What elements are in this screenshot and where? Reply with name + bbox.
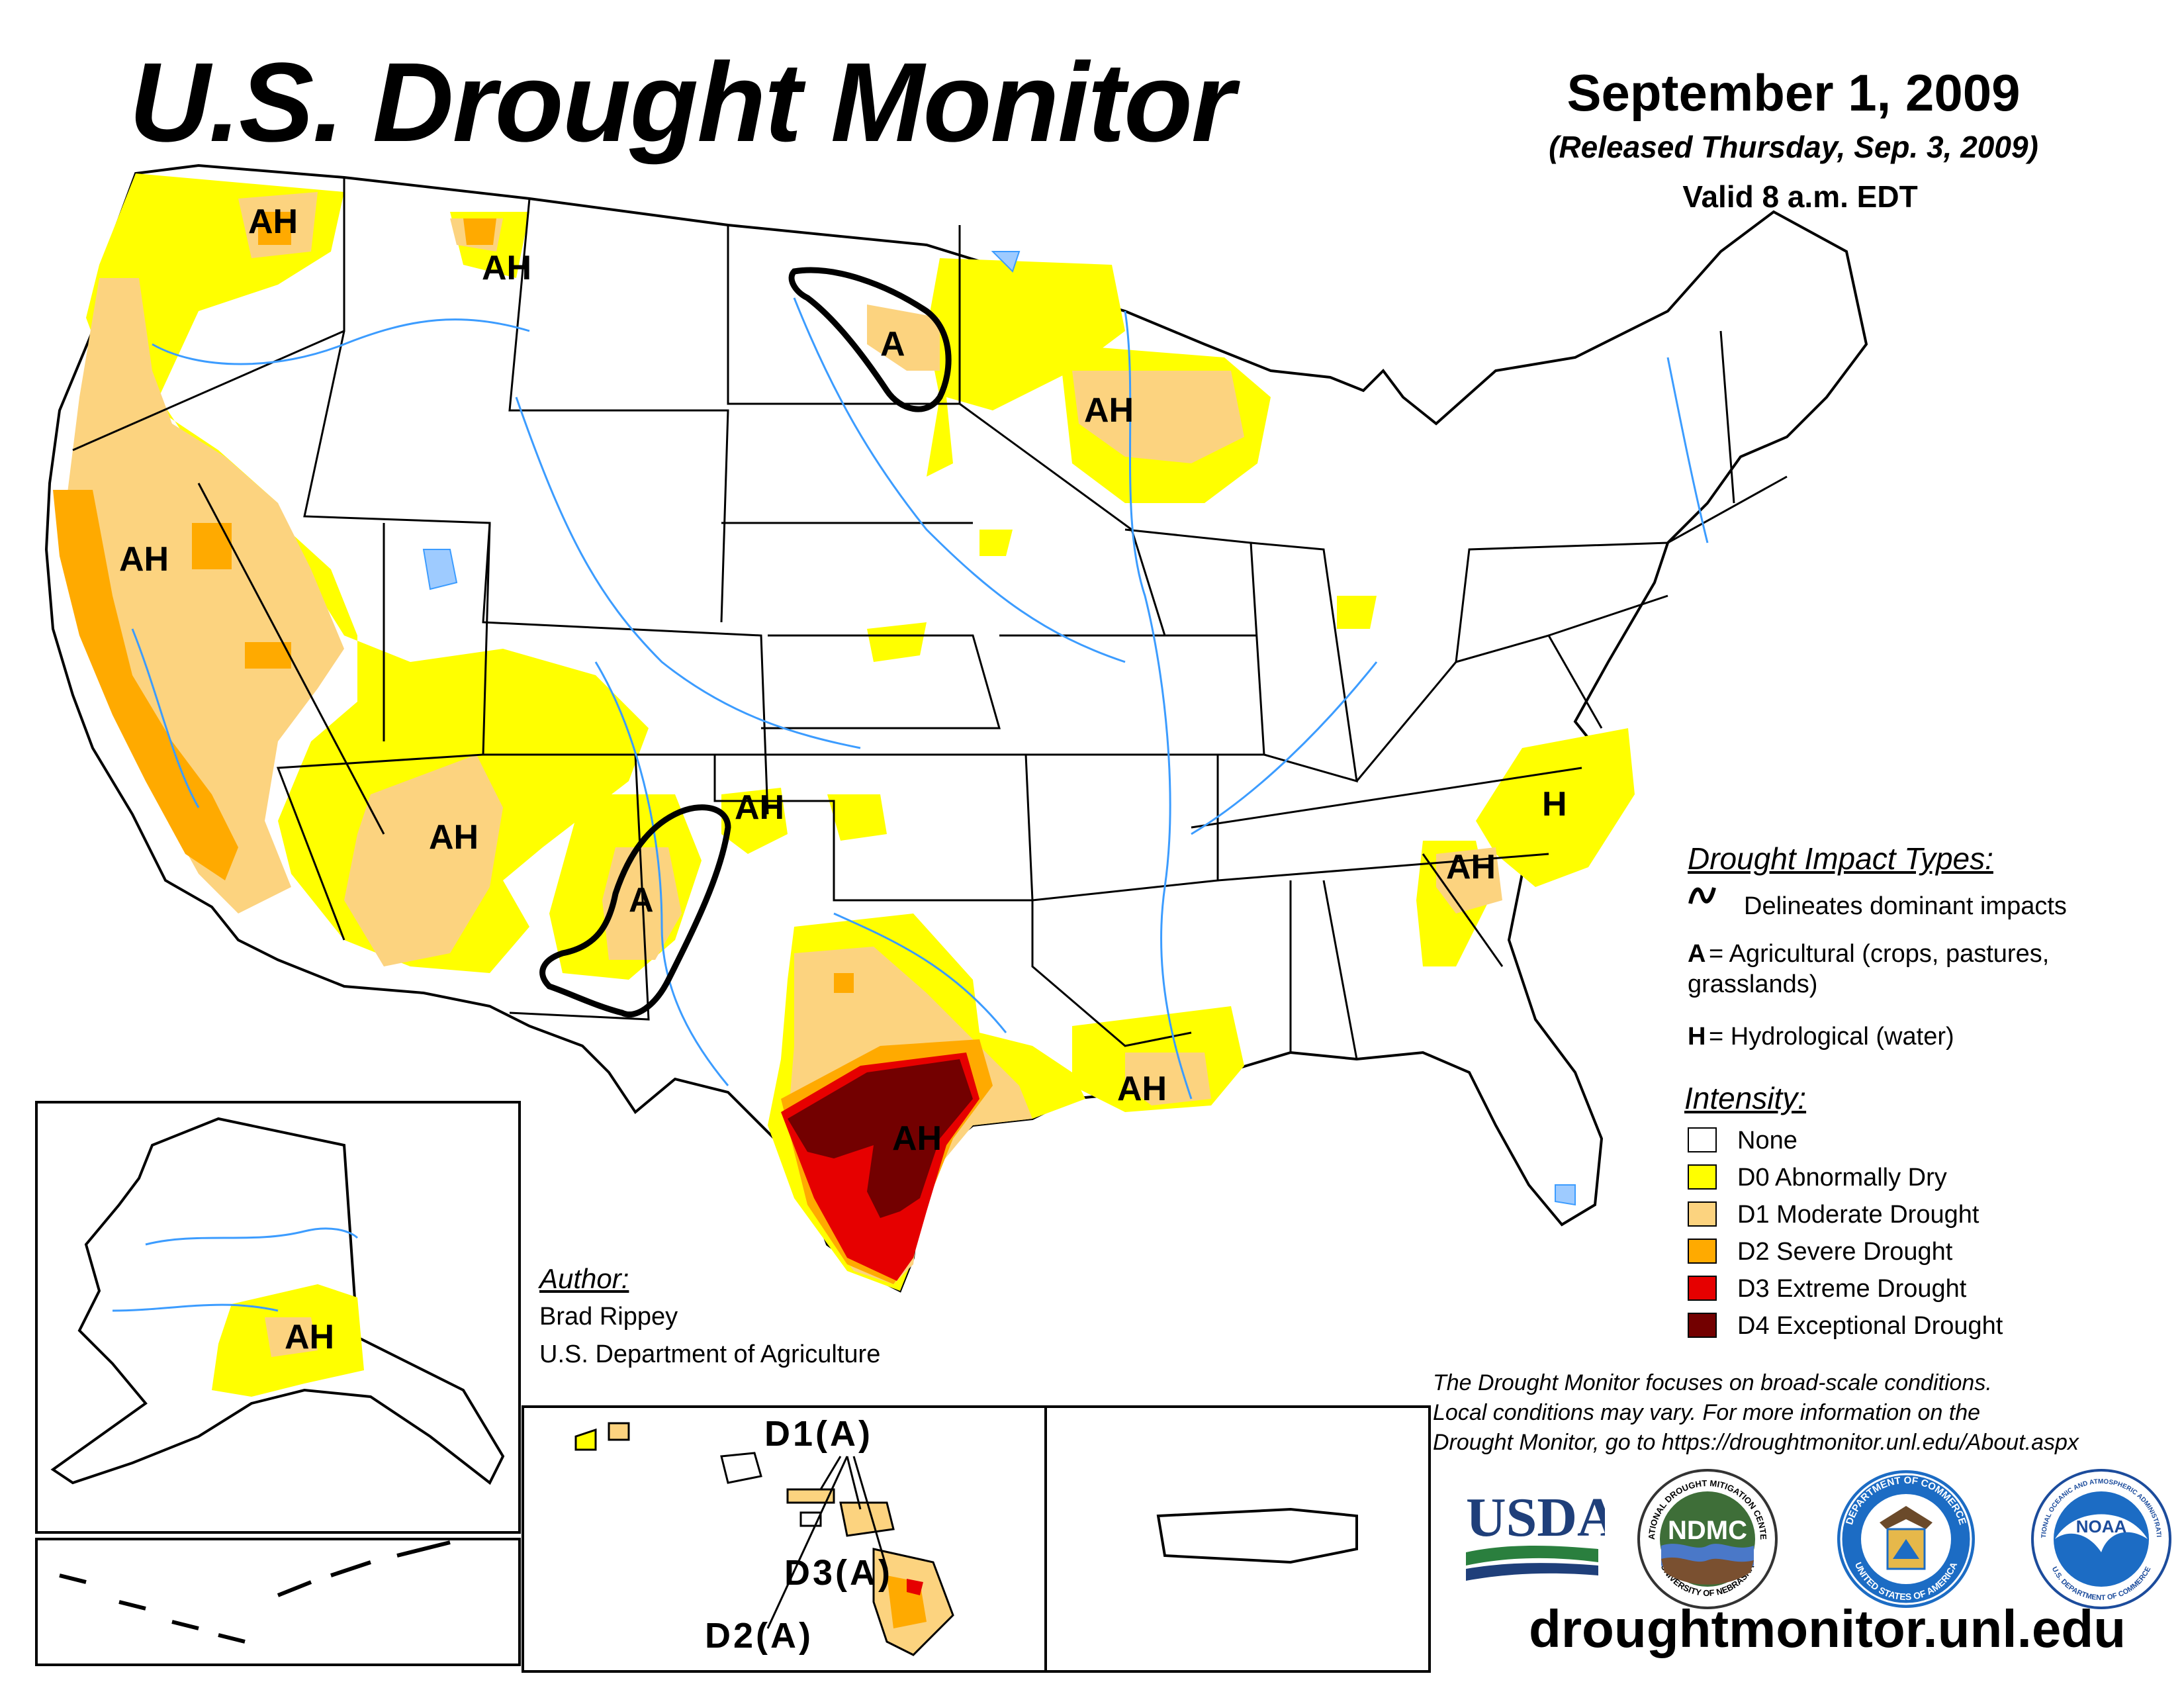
label-washington: AH <box>248 203 298 241</box>
d2-mt-spot <box>463 218 496 245</box>
legend-none: None <box>1737 1127 1797 1154</box>
label-north-carolina: H <box>1542 785 1567 823</box>
note-line-2: Local conditions may vary. For more info… <box>1433 1400 1981 1425</box>
devils-lake <box>991 251 1021 273</box>
label-montana: AH <box>482 249 532 287</box>
label-alaska: AH <box>285 1318 335 1356</box>
intensity-heading: Intensity: <box>1684 1081 1807 1115</box>
d0-oklahoma <box>721 788 788 854</box>
d0-carolina <box>1476 728 1635 887</box>
puerto-rico-frame <box>1044 1405 1431 1673</box>
hi-kauai <box>574 1428 597 1451</box>
ndmc-logo-text: NDMC <box>1668 1516 1747 1545</box>
delineation-line-icon <box>1688 887 1716 904</box>
d0-ks <box>827 794 887 841</box>
usda-logo: USDA <box>1466 1487 1605 1581</box>
hawaii-label-d3: D3(A) <box>784 1553 893 1593</box>
a-description-2: grasslands) <box>1688 970 1818 998</box>
d1-arizona <box>344 755 503 966</box>
hawaii-label-d1: D1(A) <box>764 1414 873 1454</box>
swatch-d1 <box>1688 1201 1717 1227</box>
release-date: (Released Thursday, Sep. 3, 2009) <box>1549 130 2038 164</box>
aleutian-frame <box>35 1538 521 1666</box>
label-california: AH <box>119 540 169 579</box>
alaska-rivers <box>112 1227 359 1312</box>
lakes <box>422 251 1576 1206</box>
swatch-d4 <box>1688 1313 1717 1338</box>
legend-d1: D1 Moderate Drought <box>1737 1201 1979 1229</box>
ndmc-logo: NATIONAL DROUGHT MITIGATION CENTER UNIVE… <box>1635 1466 1778 1609</box>
state-boundaries <box>72 164 1788 1060</box>
puerto-rico-land <box>1156 1507 1358 1564</box>
great-salt-lake <box>422 549 458 590</box>
valid-time: Valid 8 a.m. EDT <box>1682 179 1918 214</box>
label-south-carolina: AH <box>1446 848 1496 886</box>
legend-d2: D2 Severe Drought <box>1737 1238 1953 1266</box>
lake-okeechobee <box>1555 1184 1576 1206</box>
h-code: H <box>1688 1023 1706 1051</box>
label-texas: AH <box>892 1119 942 1158</box>
d2-tx-spot <box>834 973 854 993</box>
author-name: Brad Rippey <box>539 1303 678 1331</box>
swatch-d3 <box>1688 1276 1717 1301</box>
swatch-none <box>1688 1127 1717 1152</box>
rivers <box>131 297 1709 1100</box>
d2-nevada-spot <box>192 523 232 569</box>
d4-texas <box>788 1059 973 1218</box>
swatch-d2 <box>1688 1239 1717 1264</box>
note-line-3: Drought Monitor, go to https://droughtmo… <box>1433 1430 2079 1455</box>
label-new-mexico: A <box>629 881 654 919</box>
author-org: U.S. Department of Agriculture <box>539 1340 881 1368</box>
commerce-logo: DEPARTMENT OF COMMERCE UNITED STATES OF … <box>1837 1470 1975 1608</box>
map-title: U.S. Drought Monitor <box>129 40 1235 165</box>
legend-d0: D0 Abnormally Dry <box>1737 1164 1947 1192</box>
legend-d3: D3 Extreme Drought <box>1737 1275 1967 1303</box>
a-code: A <box>1688 940 1706 968</box>
d0-dakota <box>927 258 1125 477</box>
label-panhandle: AH <box>735 788 785 827</box>
d2-nevada-spot2 <box>245 642 291 669</box>
hi-molokai <box>786 1488 835 1504</box>
d0-ohio-spot <box>1337 596 1377 629</box>
alaska-inset-frame <box>35 1101 521 1534</box>
d1-nd <box>867 305 940 371</box>
hawaii-islands <box>574 1422 954 1656</box>
impact-outlines <box>539 267 952 1018</box>
hawaii-label-d2: D2(A) <box>705 1616 813 1656</box>
outline-nd <box>788 267 952 412</box>
a-description: = Agricultural (crops, pastures, <box>1709 940 2050 968</box>
hawaii-leader-lines <box>766 1456 888 1629</box>
outline-nm <box>539 804 731 1018</box>
swatch-d0 <box>1688 1164 1717 1190</box>
h-description: = Hydrological (water) <box>1709 1023 1954 1051</box>
impact-types-heading: Drought Impact Types: <box>1688 841 1993 876</box>
d1-wisc <box>1072 371 1244 463</box>
label-louisiana: AH <box>1117 1070 1167 1108</box>
hi-maui <box>839 1501 895 1537</box>
d0-ne <box>867 622 927 662</box>
d4-areas <box>788 1059 973 1218</box>
delineates-text: Delineates dominant impacts <box>1744 892 2067 920</box>
label-north-dakota: A <box>880 325 905 363</box>
hi-big-island-d3 <box>907 1579 923 1595</box>
aleutian-islands <box>59 1540 451 1644</box>
hi-niihau <box>608 1422 630 1441</box>
legend-d4: D4 Exceptional Drought <box>1737 1312 2003 1340</box>
alaska-d1 <box>265 1317 318 1357</box>
noaa-logo-text: NOAA <box>2076 1517 2127 1536</box>
label-wisconsin: AH <box>1084 391 1134 430</box>
d0-iowa-spot <box>979 530 1013 556</box>
d0-northwest <box>86 173 649 973</box>
note-line-1: The Drought Monitor focuses on broad-sca… <box>1433 1370 1992 1395</box>
d2-wa-spot <box>258 212 291 245</box>
hi-oahu <box>720 1452 762 1484</box>
website-url[interactable]: droughtmonitor.unl.edu <box>1529 1599 2126 1658</box>
map-date: September 1, 2009 <box>1567 64 2021 122</box>
d2-california <box>53 490 238 880</box>
author-heading: Author: <box>539 1263 629 1294</box>
noaa-logo: NATIONAL OCEANIC AND ATMOSPHERIC ADMINIS… <box>2028 1466 2171 1609</box>
label-arizona: AH <box>429 818 479 857</box>
usda-logo-text: USDA <box>1466 1487 1605 1548</box>
